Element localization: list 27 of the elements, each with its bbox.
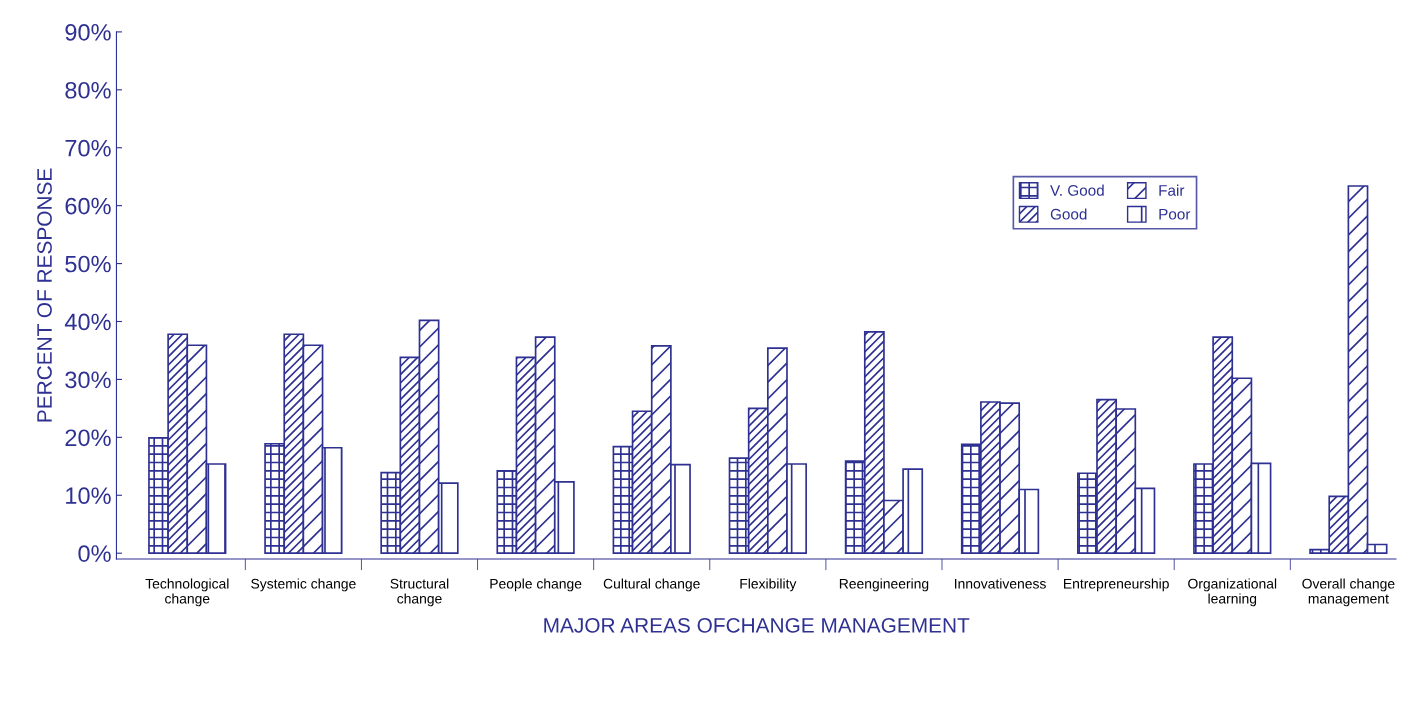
legend-label: Fair — [1159, 184, 1185, 196]
y-tick-label: 30% — [65, 371, 111, 389]
y-tick-label: 40% — [64, 313, 111, 331]
x-tick-label: People change — [490, 578, 582, 592]
x-tick-label: Reengineering — [839, 578, 929, 592]
y-tick-label: 90% — [65, 23, 111, 41]
y-tick-label: 50% — [65, 255, 111, 273]
x-tick-label: Entrepreneurship — [1064, 578, 1169, 592]
x-tick-label: Flexibility — [740, 578, 797, 592]
x-tick-label: Structural change — [390, 578, 449, 607]
x-tick-label: Cultural change — [603, 578, 700, 592]
x-tick-label: Technological change — [145, 578, 229, 607]
legend-label: Poor — [1159, 208, 1191, 220]
y-tick-label: 80% — [65, 81, 111, 99]
x-axis-title: MAJOR AREAS OFCHANGE MANAGEMENT — [544, 617, 970, 633]
y-tick-label: 60% — [65, 197, 111, 215]
x-tick-label: Innovativeness — [955, 578, 1046, 589]
legend-label: Good — [1050, 208, 1087, 220]
y-axis-title: PERCENT OF RESPONSE — [37, 168, 52, 422]
y-tick-label: 0% — [78, 545, 111, 562]
x-tick-label: Organizational learning — [1188, 578, 1277, 607]
x-tick-label: Systemic change — [251, 578, 356, 592]
y-tick-label: 20% — [65, 429, 111, 447]
y-tick-label: 10% — [66, 487, 111, 505]
x-tick-label: Overall change management — [1302, 578, 1395, 607]
legend-label: V. Good — [1050, 184, 1104, 196]
y-tick-label: 70% — [65, 139, 111, 157]
